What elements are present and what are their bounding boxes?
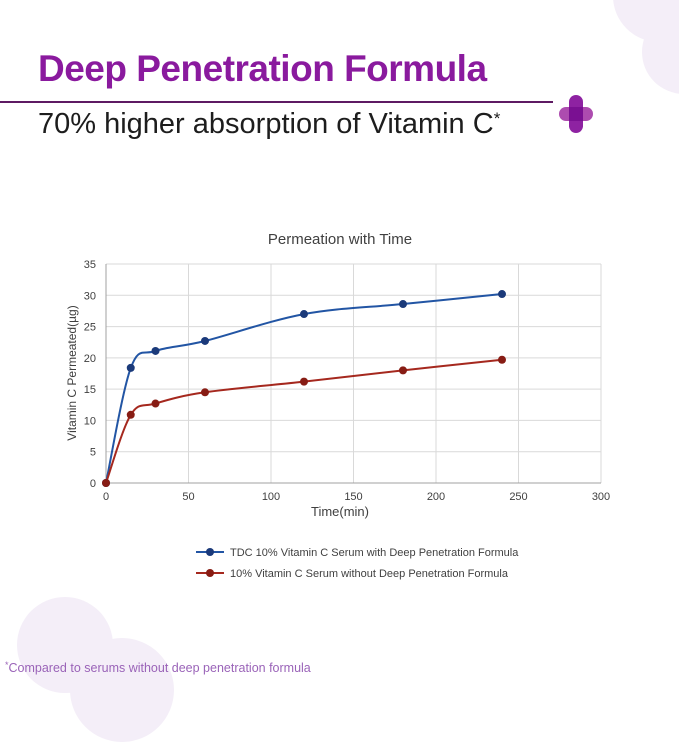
series-marker xyxy=(151,399,160,408)
footnote: *Compared to serums without deep penetra… xyxy=(5,660,311,675)
x-tick-label: 300 xyxy=(592,491,610,503)
series-marker xyxy=(102,479,110,487)
y-tick-label: 10 xyxy=(84,415,96,427)
series-0 xyxy=(102,290,506,487)
subtitle-asterisk: * xyxy=(493,109,501,128)
x-axis-label: Time(min) xyxy=(311,504,369,519)
subtitle-text: 70% higher absorption of Vitamin C xyxy=(38,108,494,140)
series-line xyxy=(105,293,503,484)
series-marker xyxy=(151,346,160,355)
x-tick-label: 150 xyxy=(344,491,362,503)
footnote-text: Compared to serums without deep penetrat… xyxy=(8,661,311,675)
series-marker xyxy=(399,300,407,309)
legend-marker xyxy=(206,548,214,556)
series-marker xyxy=(498,290,506,299)
series-marker xyxy=(300,310,308,319)
y-axis-label: Vitamin C Permeated(µg) xyxy=(65,305,79,440)
legend-item-label: 10% Vitamin C Serum without Deep Penetra… xyxy=(230,568,509,580)
footnote-asterisk: * xyxy=(5,660,9,670)
series-marker xyxy=(300,377,308,386)
legend-item-label: TDC 10% Vitamin C Serum with Deep Penetr… xyxy=(230,547,519,559)
y-tick-label: 0 xyxy=(90,478,96,490)
series-marker xyxy=(201,388,209,397)
title-divider xyxy=(0,101,553,103)
gridlines xyxy=(106,263,602,483)
x-tick-label: 0 xyxy=(103,491,109,503)
subtitle: 70% higher absorption of Vitamin C* xyxy=(38,108,500,141)
chart-title: Permeation with Time xyxy=(268,231,412,248)
x-tick-label: 200 xyxy=(427,491,445,503)
y-tick-label: 5 xyxy=(90,447,96,459)
y-tick-label: 20 xyxy=(84,353,96,365)
bottom-left-decor-circle-lower xyxy=(70,638,174,742)
chart-legend: TDC 10% Vitamin C Serum with Deep Penetr… xyxy=(196,547,519,580)
y-tick-label: 25 xyxy=(84,322,96,334)
chart-area: Permeation with Time 0 5 10 15 20 25 30 35 0 50 100… xyxy=(0,225,679,600)
y-tick-label: 15 xyxy=(84,384,96,396)
series-marker xyxy=(201,336,209,345)
page-title: Deep Penetration Formula xyxy=(38,48,487,89)
legend-marker xyxy=(206,569,214,577)
x-tick-label: 100 xyxy=(262,491,280,503)
permeation-chart: Permeation with Time 0 5 10 15 20 25 30 35 0 50 100… xyxy=(65,231,610,580)
y-tick-label: 35 xyxy=(84,259,96,271)
x-tick-label: 50 xyxy=(182,491,194,503)
y-tick-label: 30 xyxy=(84,290,96,302)
series-marker xyxy=(126,363,135,372)
series-marker xyxy=(498,355,506,364)
x-tick-label: 250 xyxy=(509,491,527,503)
series-marker xyxy=(126,410,135,419)
plus-icon xyxy=(559,95,593,133)
series-marker xyxy=(399,366,407,375)
series-1 xyxy=(102,355,506,487)
